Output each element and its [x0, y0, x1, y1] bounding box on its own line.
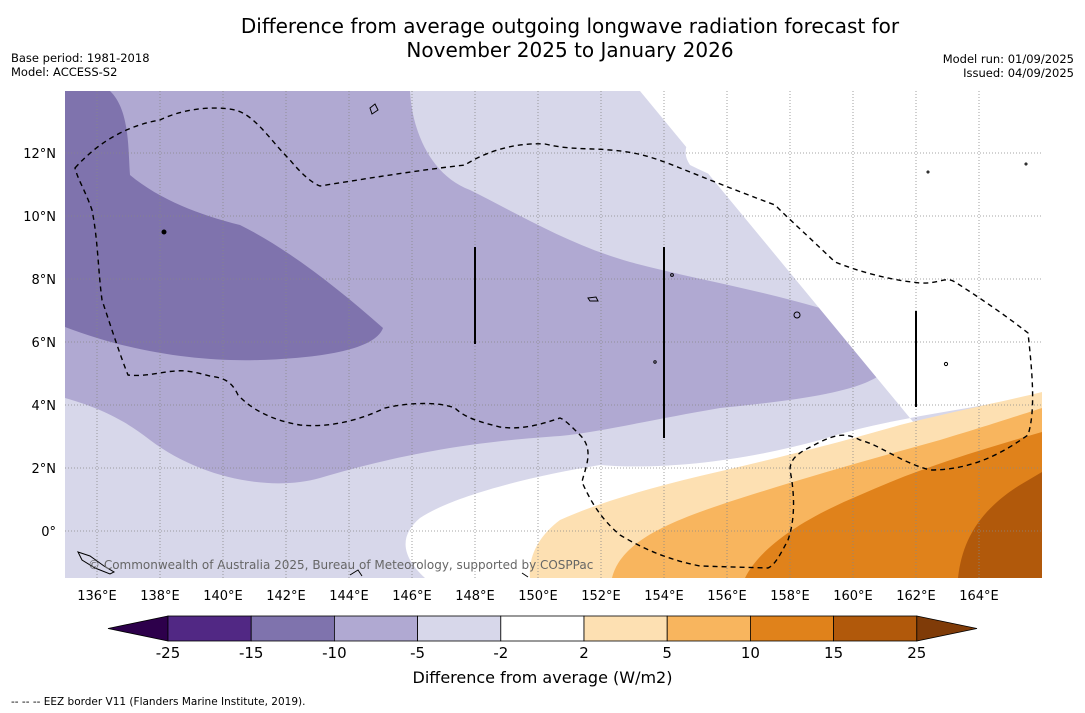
colorbar-tick: 2 — [579, 644, 589, 662]
colorbar-bin — [500, 615, 585, 642]
lon-label: 140°E — [203, 589, 243, 604]
lon-label: 156°E — [707, 589, 747, 604]
lon-label: 146°E — [392, 589, 432, 604]
model-name: Model: ACCESS-S2 — [11, 65, 118, 79]
colorbar-bin — [167, 615, 252, 642]
lon-label: 136°E — [77, 589, 117, 604]
lon-label: 162°E — [896, 589, 936, 604]
colorbar-bin — [333, 615, 418, 642]
colorbar-bin — [666, 615, 751, 642]
meta-right: Model run: 01/09/2025 Issued: 04/09/2025 — [943, 52, 1074, 80]
forecast-field — [65, 91, 1042, 578]
colorbar-tick: -5 — [410, 644, 425, 662]
lon-label: 138°E — [140, 589, 180, 604]
colorbar-tick: 10 — [741, 644, 760, 662]
base-period: Base period: 1981-2018 — [11, 51, 150, 65]
map-title: Difference from average outgoing longwav… — [0, 14, 1085, 62]
lat-label: 10°N — [23, 210, 56, 225]
colorbar-tick: 15 — [824, 644, 843, 662]
meta-left: Base period: 1981-2018 Model: ACCESS-S2 — [11, 51, 150, 79]
lat-label: 8°N — [32, 273, 57, 288]
title-line-2: November 2025 to January 2026 — [406, 38, 734, 62]
gridlines — [65, 91, 1042, 578]
colorbar-bin — [583, 615, 668, 642]
colorbar: -25 -15 -10 -5 -2 2 5 10 15 25 — [107, 615, 978, 662]
colorbar-tick: -2 — [493, 644, 508, 662]
contour-minus10 — [65, 91, 892, 484]
lat-label: 6°N — [32, 336, 57, 351]
colorbar-tick: -10 — [322, 644, 347, 662]
contour-plus15 — [958, 472, 1042, 578]
lon-label: 164°E — [959, 589, 999, 604]
colorbar-tick: -25 — [156, 644, 181, 662]
contour-white-upper — [640, 91, 1042, 330]
contour-minus15 — [65, 91, 383, 361]
lon-label: 144°E — [329, 589, 369, 604]
colorbar-bin — [750, 615, 835, 642]
lon-label: 160°E — [833, 589, 873, 604]
lon-label: 142°E — [266, 589, 306, 604]
lon-label: 154°E — [644, 589, 684, 604]
lon-label: 148°E — [455, 589, 495, 604]
colorbar-bin — [250, 615, 335, 642]
colorbar-bin — [417, 615, 502, 642]
lat-label: 0° — [41, 525, 56, 540]
model-run: Model run: 01/09/2025 — [942, 52, 1074, 66]
title-line-1: Difference from average outgoing longwav… — [240, 14, 900, 38]
islands — [77, 103, 1028, 578]
lat-label: 12°N — [23, 147, 56, 162]
colorbar-bin — [833, 615, 918, 642]
eez-border — [74, 107, 1034, 569]
lon-label: 152°E — [581, 589, 621, 604]
island-lines — [474, 247, 917, 438]
lat-label: 2°N — [32, 462, 57, 477]
colorbar-extend-low — [107, 615, 169, 642]
lon-label: 158°E — [770, 589, 810, 604]
lat-label: 4°N — [32, 399, 57, 414]
eez-legend: -- -- -- EEZ border V11 (Flanders Marine… — [11, 696, 306, 708]
colorbar-extend-high — [916, 615, 978, 642]
latitude-labels: 12°N 10°N 8°N 6°N 4°N 2°N 0° — [23, 147, 56, 540]
longitude-labels: 136°E 138°E 140°E 142°E 144°E 146°E 148°E 150°E… — [77, 589, 999, 604]
colorbar-tick: -15 — [239, 644, 264, 662]
lon-label: 150°E — [518, 589, 558, 604]
copyright-notice: © Commonwealth of Australia 2025, Bureau… — [88, 558, 594, 572]
issued-date: Issued: 04/09/2025 — [963, 66, 1074, 80]
colorbar-label: Difference from average (W/m2) — [412, 668, 673, 687]
colorbar-tick: 25 — [907, 644, 926, 662]
colorbar-tick: 5 — [662, 644, 672, 662]
